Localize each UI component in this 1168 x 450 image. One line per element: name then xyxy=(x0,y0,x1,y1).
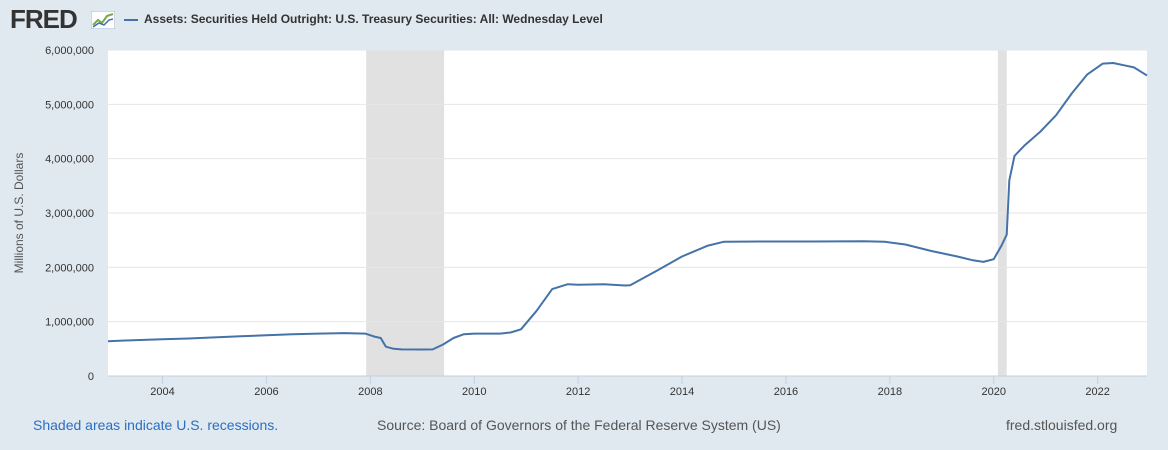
site-link[interactable]: fred.stlouisfed.org xyxy=(1006,417,1118,433)
gridlines xyxy=(108,49,1147,323)
legend-series-label[interactable]: Assets: Securities Held Outright: U.S. T… xyxy=(144,12,603,26)
axes: 0 1,000,000 2,000,000 3,000,000 4,000,000 5,0… xyxy=(45,45,1147,398)
y-axis-label: Millions of U.S. Dollars xyxy=(12,153,26,274)
x-tick-label: 2004 xyxy=(150,386,174,398)
y-tick-label: 0 xyxy=(88,371,94,383)
line-chart: 0 1,000,000 2,000,000 3,000,000 4,000,000 5,0… xyxy=(12,45,1148,398)
source-text: Source: Board of Governors of the Federa… xyxy=(377,417,781,433)
series-layer xyxy=(107,62,1148,351)
fred-chart-icon xyxy=(91,11,115,29)
y-tick-label: 6,000,000 xyxy=(45,45,94,57)
x-tick-label: 2006 xyxy=(254,386,278,398)
fred-logo[interactable]: FRED xyxy=(10,4,78,34)
x-tick-label: 2012 xyxy=(566,386,590,398)
recession-note-link[interactable]: Shaded areas indicate U.S. recessions. xyxy=(33,417,279,433)
x-tick-label: 2010 xyxy=(462,386,486,398)
x-tick-label: 2014 xyxy=(670,386,694,398)
y-tick-label: 3,000,000 xyxy=(45,208,94,220)
y-tick-label: 1,000,000 xyxy=(45,317,94,329)
y-tick-label: 2,000,000 xyxy=(45,262,94,274)
x-tick-label: 2008 xyxy=(358,386,382,398)
y-tick-label: 4,000,000 xyxy=(45,154,94,166)
series-line-1[interactable] xyxy=(107,62,1148,351)
legend-swatch xyxy=(124,19,138,21)
chart-header: FRED Assets: Securities Held Outright: U… xyxy=(0,0,1168,40)
x-tick-label: 2016 xyxy=(774,386,798,398)
y-tick-label: 5,000,000 xyxy=(45,99,94,111)
x-tick-label: 2022 xyxy=(1085,386,1109,398)
x-tick-label: 2020 xyxy=(982,386,1006,398)
x-tick-label: 2018 xyxy=(878,386,902,398)
